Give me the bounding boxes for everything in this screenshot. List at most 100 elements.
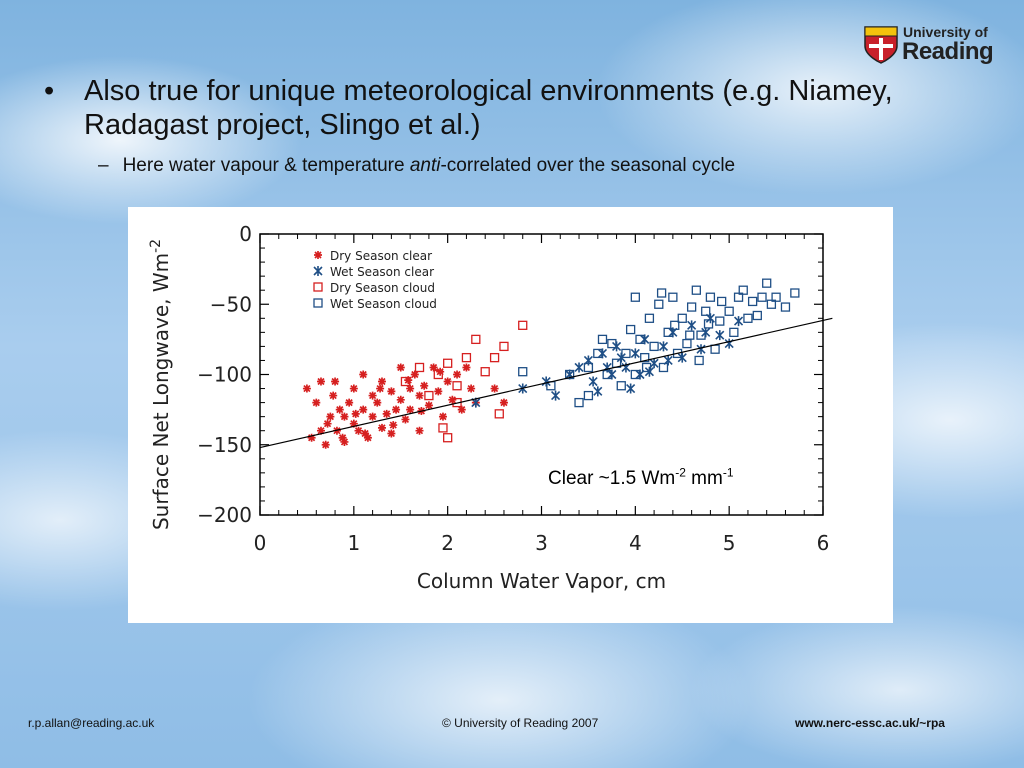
data-point-wet-season-cloud	[752, 310, 762, 321]
data-point-dry-season-clear	[359, 370, 368, 379]
data-point-dry-season-clear	[349, 384, 358, 393]
scatter-chart-svg: 0 1 2 3 4 5 6 0 −50 −100 −150 −200 Column Water Vapo…	[148, 222, 833, 593]
annotation-sup1: -2	[675, 465, 686, 480]
data-point-wet-season-cloud	[682, 338, 692, 349]
data-point-wet-season-cloud	[654, 299, 664, 309]
x-tick-label: 0	[254, 531, 267, 555]
data-point-dry-season-clear	[351, 409, 360, 418]
data-point-dry-season-cloud	[443, 358, 453, 368]
data-point-dry-season-clear	[361, 429, 370, 438]
legend-label: Wet Season clear	[330, 265, 434, 279]
data-point-wet-season-cloud	[644, 313, 655, 323]
data-point-dry-season-clear	[340, 412, 349, 421]
data-point-dry-season-cloud	[499, 341, 509, 352]
data-point-dry-season-clear	[363, 433, 372, 442]
data-point-dry-season-cloud	[480, 367, 490, 377]
data-point-wet-season-cloud	[710, 344, 720, 354]
university-crest-icon	[864, 26, 898, 64]
legend-marker-wet-season-clear	[313, 266, 323, 276]
data-point-wet-season-cloud	[621, 348, 631, 359]
data-point-dry-season-cloud	[461, 352, 472, 363]
data-point-dry-season-clear	[359, 405, 368, 414]
x-tick-label: 2	[441, 531, 454, 555]
data-point-dry-season-clear	[307, 433, 316, 442]
data-point-dry-season-clear	[406, 384, 415, 393]
y-tick-label: 0	[239, 222, 252, 246]
data-point-wet-season-clear	[677, 352, 687, 363]
data-point-dry-season-cloud	[443, 433, 453, 443]
data-point-wet-season-clear	[649, 358, 659, 369]
data-point-dry-season-clear	[368, 391, 377, 400]
data-point-wet-season-cloud	[635, 334, 645, 345]
data-point-wet-season-cloud	[649, 341, 659, 352]
data-point-dry-season-clear	[329, 391, 338, 400]
data-point-dry-season-cloud	[400, 376, 411, 387]
data-point-wet-season-cloud	[762, 278, 772, 288]
data-point-wet-season-cloud	[747, 296, 758, 307]
data-point-dry-season-cloud	[518, 320, 528, 330]
data-point-dry-season-clear	[377, 423, 386, 432]
data-point-dry-season-cloud	[424, 390, 434, 401]
data-point-dry-season-clear	[499, 398, 508, 407]
legend-marker-dry-season-cloud	[313, 282, 323, 292]
data-point-dry-season-cloud	[433, 369, 443, 380]
data-point-dry-season-clear	[462, 363, 471, 372]
data-point-dry-season-clear	[443, 377, 452, 386]
logo-text-line2: Reading	[902, 38, 994, 65]
data-point-wet-season-cloud	[691, 285, 701, 295]
data-point-dry-season-clear	[340, 437, 349, 446]
data-point-dry-season-clear	[424, 401, 433, 410]
data-point-wet-season-clear	[616, 352, 626, 363]
data-point-wet-season-cloud	[724, 306, 734, 316]
y-tick-label: −200	[197, 503, 252, 527]
data-point-dry-season-clear	[448, 395, 457, 404]
data-point-dry-season-clear	[302, 384, 311, 393]
data-point-wet-season-cloud	[672, 348, 683, 359]
data-point-dry-season-cloud	[452, 381, 462, 391]
data-point-dry-season-clear	[396, 363, 405, 372]
footer-email: r.p.allan@reading.ac.uk	[28, 716, 155, 730]
data-point-wet-season-clear	[701, 327, 711, 338]
data-point-wet-season-cloud	[686, 302, 697, 312]
annotation-mid: mm	[685, 468, 723, 489]
data-point-wet-season-clear	[597, 348, 608, 359]
data-point-wet-season-cloud	[677, 313, 687, 323]
data-point-dry-season-clear	[438, 412, 447, 421]
data-point-dry-season-clear	[338, 433, 347, 442]
y-axis-label-sup: -2	[148, 239, 164, 253]
data-point-dry-season-clear	[410, 370, 419, 379]
data-point-dry-season-clear	[404, 376, 413, 385]
data-point-dry-season-cloud	[438, 423, 448, 433]
data-point-wet-season-cloud	[656, 288, 667, 298]
legend-marker-wet-season-cloud	[313, 298, 323, 308]
data-point-wet-season-cloud	[607, 338, 617, 349]
data-point-wet-season-cloud	[663, 327, 673, 337]
data-point-wet-season-clear	[724, 338, 734, 349]
data-point-wet-season-cloud	[670, 320, 680, 330]
legend-marker-dry-season-clear	[314, 251, 322, 259]
fit-annotation: Clear ~1.5 Wm-2 mm-1	[548, 465, 734, 490]
data-point-wet-season-cloud	[625, 324, 636, 335]
data-point-dry-season-clear	[415, 391, 424, 400]
data-point-dry-season-clear	[323, 419, 332, 428]
footer-url[interactable]: www.nerc-essc.ac.uk/~rpa	[795, 716, 945, 730]
data-point-wet-season-cloud	[771, 292, 781, 302]
x-tick-label: 1	[347, 531, 360, 555]
y-tick-label: −150	[197, 433, 252, 457]
data-point-wet-season-cloud	[668, 292, 678, 302]
data-point-wet-season-cloud	[658, 362, 669, 373]
data-point-dry-season-clear	[335, 405, 344, 414]
data-point-wet-season-clear	[541, 376, 551, 387]
sub-bullet-text-pre: Here water vapour & temperature	[122, 155, 410, 176]
data-point-dry-season-cloud	[489, 352, 500, 363]
legend-label: Dry Season clear	[330, 249, 432, 263]
x-tick-label: 4	[629, 531, 642, 555]
sub-bullet-dash: –	[98, 155, 109, 176]
data-point-wet-season-cloud	[593, 348, 603, 359]
data-point-wet-season-clear	[715, 330, 725, 341]
data-point-dry-season-clear	[406, 405, 415, 414]
data-point-dry-season-clear	[490, 384, 499, 393]
sub-bullet-text-post: -correlated over the seasonal cycle	[440, 155, 736, 176]
y-tick-label: −50	[210, 292, 252, 316]
data-point-wet-season-cloud	[616, 381, 626, 391]
